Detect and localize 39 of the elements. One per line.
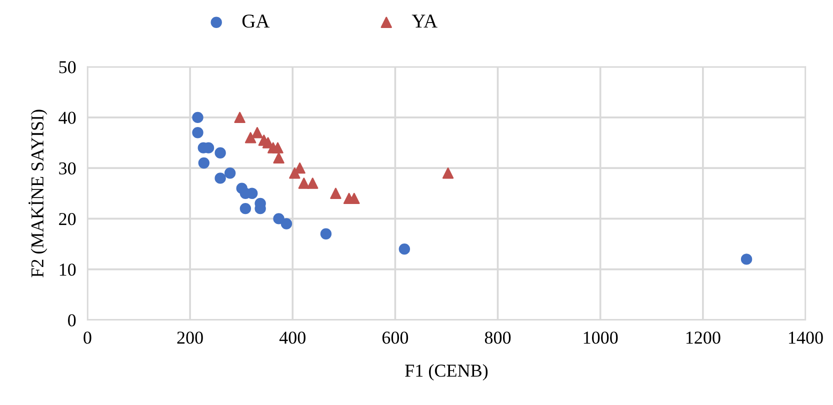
point [273, 213, 284, 224]
point [330, 188, 342, 199]
x-tick-label: 1000 [584, 332, 618, 344]
y-axis-title: F2 (MAKİNE SAYISI) [28, 110, 48, 278]
y-tick-label: 40 [58, 112, 76, 124]
legend-label: GA [242, 14, 270, 28]
y-tick-label: 0 [68, 314, 76, 326]
point [280, 218, 292, 230]
y-tick-label: 10 [60, 264, 76, 276]
x-tick-label: 200 [177, 332, 203, 344]
point [272, 142, 284, 154]
point [192, 127, 204, 138]
x-tick-label: 0 [84, 332, 92, 344]
point [244, 132, 256, 144]
point [214, 147, 226, 158]
point [307, 178, 318, 189]
point [740, 254, 752, 265]
point [252, 127, 263, 138]
y-tick-label: 50 [59, 61, 76, 74]
point [240, 202, 252, 214]
point [224, 168, 236, 179]
x-tick-label: 1400 [789, 332, 823, 344]
x-tick-label: 1200 [686, 332, 720, 344]
point [298, 178, 310, 189]
x-tick-label: 800 [484, 332, 511, 344]
point [214, 172, 226, 184]
y-tick-label: 30 [59, 162, 76, 175]
point [320, 228, 332, 240]
y-tick-label: 20 [59, 212, 76, 226]
point [273, 152, 284, 164]
x-tick-label: 400 [279, 332, 306, 344]
point [192, 112, 204, 124]
x-axis-title: F1 (CENB) [405, 364, 488, 380]
point [442, 168, 454, 179]
point [398, 243, 410, 255]
legend-label: YA [412, 14, 438, 28]
x-tick-label: 600 [382, 332, 408, 344]
point [198, 157, 210, 169]
point [234, 112, 246, 124]
